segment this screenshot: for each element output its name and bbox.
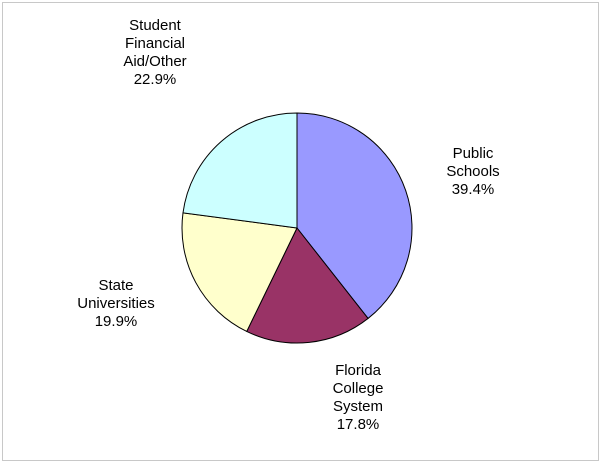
slice-name-line: Schools [446, 163, 499, 180]
slice-label-1: Florida College System 17.8% [333, 362, 384, 433]
slice-name-line: College [333, 380, 384, 397]
slice-name-line: Student [129, 17, 182, 34]
slice-name-line: Financial [125, 35, 185, 52]
slice-label-2: State Universities 19.9% [77, 277, 155, 330]
pie-slice-1 [246, 227, 369, 344]
pie-slice-3 [182, 112, 298, 229]
pie-slices [181, 112, 413, 344]
slice-value-label: 19.9% [95, 313, 138, 330]
pie-slice-2 [181, 212, 298, 333]
slice-label-0: Public Schools 39.4% [446, 145, 499, 198]
slice-name-line: Public [453, 145, 494, 162]
pie-labels: Public Schools 39.4% Florida College System 17… [77, 17, 499, 433]
slice-name-line: System [333, 398, 383, 415]
slice-value-label: 22.9% [134, 71, 177, 88]
slice-name-line: Florida [335, 362, 382, 379]
slice-value-label: 17.8% [337, 416, 380, 433]
slice-name-line: Aid/Other [123, 53, 186, 70]
slice-name-line: Universities [77, 295, 155, 312]
slice-name-line: State [98, 277, 133, 294]
pie-slice-0 [296, 112, 413, 320]
slice-value-label: 39.4% [452, 181, 495, 198]
slice-label-3: Student Financial Aid/Other 22.9% [123, 17, 186, 88]
